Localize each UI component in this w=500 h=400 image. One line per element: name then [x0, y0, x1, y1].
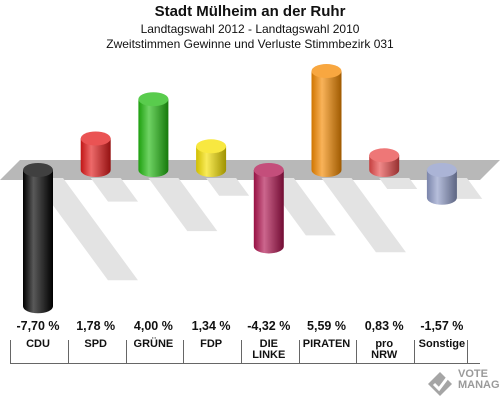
category-label-line1: GRÜNE	[133, 338, 174, 350]
bar-shadow	[379, 178, 418, 190]
bar-cdu	[23, 163, 53, 314]
bar-shadow	[90, 178, 139, 202]
data-label: 1,78 %	[76, 319, 116, 333]
category-label-line1: PIRATEN	[302, 338, 351, 350]
data-label: 4,00 %	[133, 319, 173, 333]
category-label: FDP	[183, 339, 239, 350]
category-label-line1: FDP	[200, 338, 223, 350]
logo-text-line2: MANAGER	[458, 379, 500, 391]
category-label-line2: LINKE	[252, 349, 286, 361]
logo-text-line1: VOTE	[458, 368, 488, 380]
category-separator	[125, 340, 127, 364]
bar-sonstige	[426, 163, 457, 205]
category-label: GRÜNE	[125, 339, 181, 350]
category-separator	[466, 340, 468, 364]
category-separator	[240, 340, 242, 364]
data-label: -4,32 %	[247, 319, 291, 333]
checkmark-ballot-icon	[428, 372, 452, 396]
bar-shadow	[321, 178, 406, 253]
category-underline	[10, 363, 480, 364]
category-label: SPD	[68, 339, 124, 350]
category-label: pro NRW	[356, 339, 412, 361]
bar-spd	[80, 131, 111, 177]
data-label: -7,70 %	[16, 319, 60, 333]
bar-shadow	[148, 178, 218, 232]
category-label-line1: DIE	[259, 338, 278, 350]
bar-pro-nrw	[369, 148, 400, 177]
bar-shadow	[206, 178, 250, 196]
category-label-line1: SPD	[84, 338, 107, 350]
category-label-line1: CDU	[26, 338, 50, 350]
category-label-line1: pro	[375, 338, 394, 350]
bar-shadow	[33, 178, 138, 281]
data-label: 5,59 %	[307, 319, 346, 333]
bar-fdp	[196, 139, 227, 177]
category-separator	[356, 340, 358, 364]
data-label: 0,83 %	[364, 319, 404, 333]
chart-description: Zweitstimmen Gewinne und Verluste Stimmb…	[106, 37, 394, 51]
category-separator	[183, 340, 185, 364]
category-separator	[414, 340, 416, 364]
category-label: DIE LINKE	[241, 339, 297, 361]
category-label: Sonstige	[414, 339, 470, 350]
category-label-line2: NRW	[371, 349, 398, 361]
category-label-line1: Sonstige	[418, 338, 466, 350]
zero-baseline-band	[0, 160, 500, 180]
category-label: PIRATEN	[299, 339, 355, 350]
vote-manager-logo	[428, 372, 452, 396]
category-separator	[298, 340, 300, 364]
chart-subtitle: Landtagswahl 2012 - Landtagswahl 2010	[140, 22, 360, 36]
bar-grüne	[138, 92, 169, 177]
category-separator	[67, 340, 69, 364]
bar-piraten	[311, 64, 342, 177]
category-separator	[10, 340, 12, 364]
data-label: -1,57 %	[420, 319, 464, 333]
chart-title: Stadt Mülheim an der Ruhr	[154, 3, 346, 20]
bar-die-linke	[253, 163, 284, 254]
logo-text: VOTE MANAGER	[458, 369, 500, 391]
category-label: CDU	[10, 339, 66, 350]
data-label: 1,34 %	[191, 319, 231, 333]
